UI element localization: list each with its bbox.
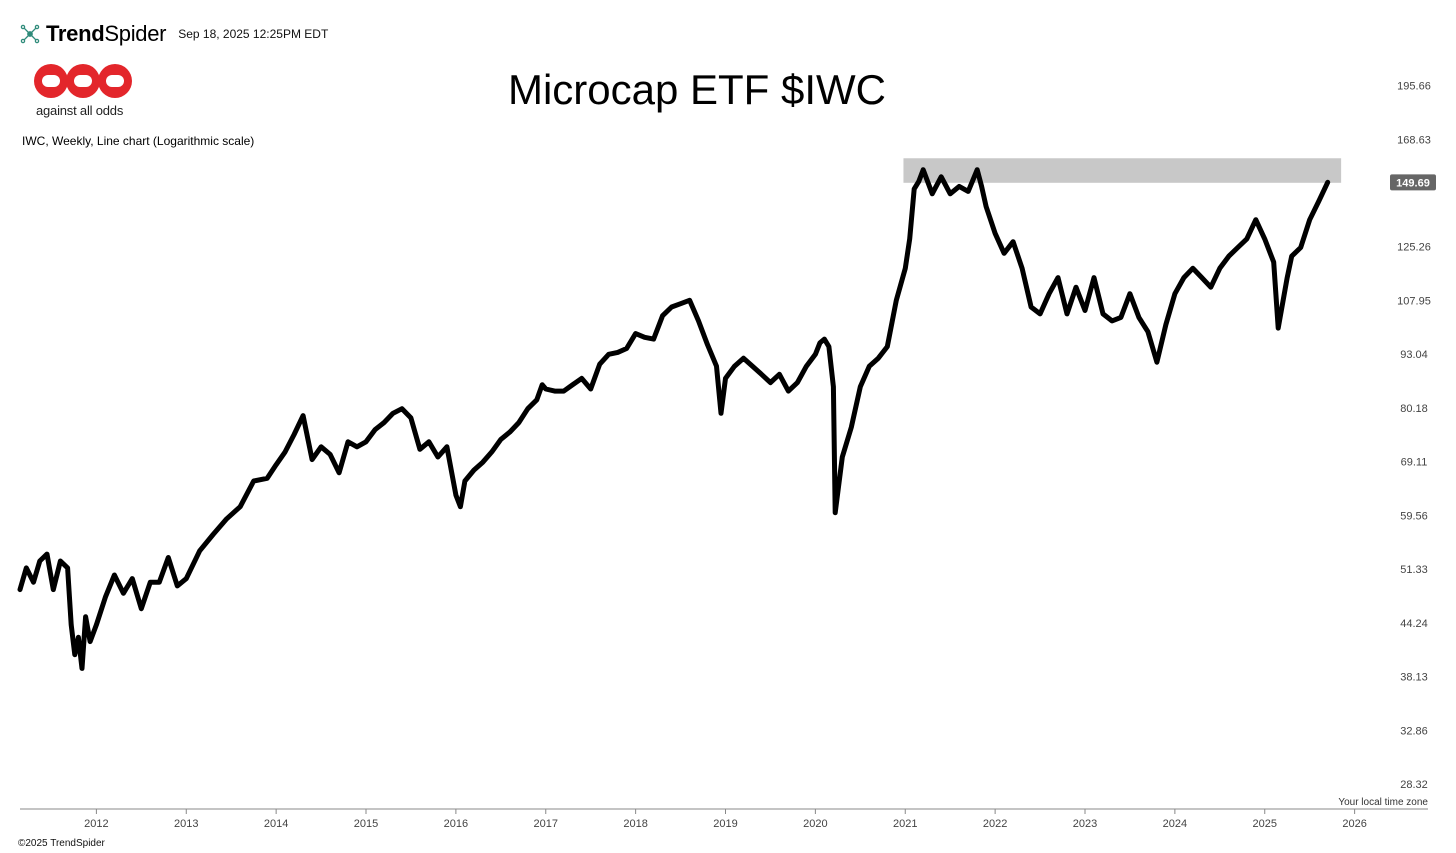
x-tick-label: 2022 (983, 818, 1007, 830)
trendspider-header: TrendSpider Sep 18, 2025 12:25PM EDT (18, 20, 328, 48)
y-tick-label: 125.26 (1397, 242, 1431, 254)
x-tick-label: 2024 (1163, 818, 1187, 830)
y-tick-label: 51.33 (1400, 564, 1428, 576)
aao-logo-text: against all odds (36, 103, 124, 118)
y-tick-label: 195.66 (1397, 81, 1431, 93)
y-tick-label: 168.63 (1397, 134, 1431, 146)
aao-logo-icon (34, 64, 132, 98)
last-price-badge-bg (1390, 174, 1436, 191)
x-tick-label: 2025 (1253, 818, 1277, 830)
y-tick-label: 32.86 (1400, 725, 1428, 737)
y-tick-label: 107.95 (1397, 295, 1431, 307)
y-tick-label: 38.13 (1400, 672, 1428, 684)
x-tick-label: 2023 (1073, 818, 1097, 830)
x-tick-label: 2020 (803, 818, 827, 830)
trendspider-logo-icon (20, 24, 40, 44)
last-price-badge: 149.69 (1390, 174, 1436, 191)
chart-title: Microcap ETF $IWC (507, 66, 887, 113)
x-tick-label: 2021 (893, 818, 917, 830)
x-tick-label: 2015 (354, 818, 378, 830)
y-axis: 195.66 168.63 125.26 107.95 93.04 80.18 69.11 5… (1397, 81, 1431, 791)
resistance-zone (903, 158, 1342, 183)
y-tick-label: 80.18 (1400, 403, 1428, 415)
price-line (17, 167, 1331, 671)
x-axis: 2012 2013 2014 2015 2016 2017 2018 2019 2020 2021… (20, 808, 1428, 830)
y-tick-label: 93.04 (1400, 349, 1428, 361)
y-tick-label: 59.56 (1400, 510, 1428, 522)
last-price-label: 149.69 (1396, 177, 1430, 189)
x-tick-label: 2018 (623, 818, 647, 830)
x-tick-label: 2016 (444, 818, 468, 830)
chart-timestamp: Sep 18, 2025 12:25PM EDT (178, 27, 329, 41)
chart-subtitle: IWC, Weekly, Line chart (Logarithmic sca… (22, 134, 255, 148)
x-tick-label: 2026 (1342, 818, 1366, 830)
x-tick-label: 2014 (264, 818, 288, 830)
x-tick-label: 2012 (84, 818, 108, 830)
y-tick-label: 44.24 (1400, 618, 1428, 630)
timezone-label: Your local time zone (1338, 797, 1428, 808)
copyright-text: ©2025 TrendSpider (18, 838, 105, 849)
y-tick-label: 28.32 (1400, 779, 1428, 791)
x-tick-label: 2017 (534, 818, 558, 830)
x-tick-label: 2013 (174, 818, 198, 830)
x-tick-label: 2019 (713, 818, 737, 830)
y-tick-label: 69.11 (1401, 457, 1428, 469)
trendspider-wordmark: TrendSpider (46, 21, 167, 46)
